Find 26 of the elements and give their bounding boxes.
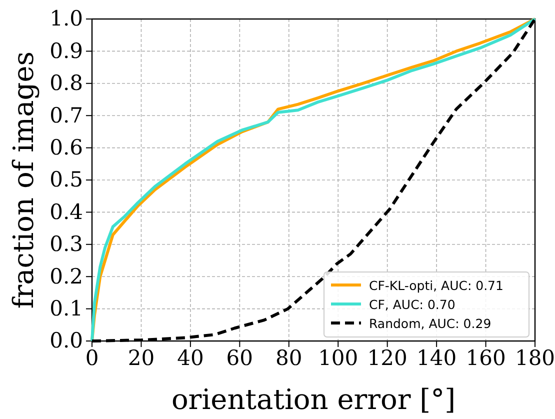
x-tick-label: 140 (416, 346, 457, 370)
y-axis-title: fraction of images (7, 51, 40, 309)
y-tick-label: 0.5 (50, 168, 83, 192)
legend-label: CF, AUC: 0.70 (369, 297, 456, 312)
y-tick-label: 1.0 (50, 6, 83, 31)
y-tick-label: 0.0 (50, 328, 83, 353)
x-tick-label: 0 (85, 346, 99, 370)
legend-label: CF-KL-opti, AUC: 0.71 (369, 278, 504, 293)
y-tick-label: 0.8 (50, 71, 83, 96)
y-tick-label: 0.7 (50, 103, 83, 128)
y-tick-label: 0.3 (50, 232, 83, 256)
y-tick-label: 0.9 (50, 38, 83, 63)
x-axis-title: orientation error [°] (171, 383, 456, 416)
x-tick-label: 100 (318, 346, 358, 370)
x-tick-label: 60 (226, 346, 254, 370)
y-tick-label: 0.6 (50, 136, 83, 160)
x-tick-label: 120 (367, 346, 408, 370)
x-tick-label: 20 (128, 346, 155, 370)
x-tick-label: 160 (466, 346, 506, 370)
y-tick-label: 0.2 (50, 264, 83, 288)
y-tick-label: 0.1 (50, 296, 83, 321)
legend-label: Random, AUC: 0.29 (369, 316, 492, 331)
y-tick-label: 0.4 (50, 200, 83, 224)
x-tick-label: 80 (276, 346, 302, 370)
x-tick-label: 40 (177, 346, 204, 370)
x-tick-label: 180 (514, 346, 555, 370)
